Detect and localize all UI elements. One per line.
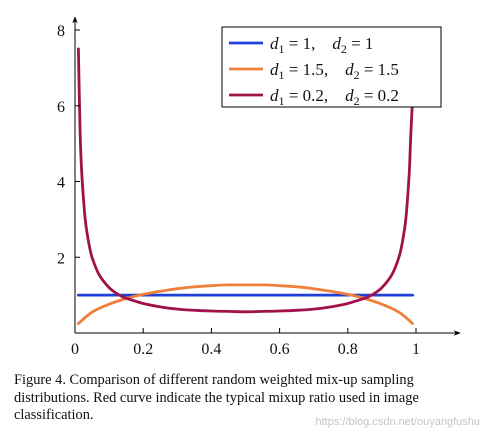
- axes: [72, 16, 461, 336]
- y-tick-label: 6: [57, 99, 65, 116]
- x-tick-label: 0.6: [270, 341, 290, 358]
- figure-caption: Figure 4. Comparison of different random…: [14, 372, 419, 423]
- y-tick-label: 4: [57, 175, 65, 192]
- tick-labels: 0 0.2 0.4 0.6 0.8 1 2 4 6 8: [57, 23, 420, 358]
- series-line-3: [77, 47, 414, 314]
- curves: [77, 47, 414, 325]
- legend-entry: d1 = 1, d2 = 1: [270, 34, 373, 56]
- x-tick-label: 0.2: [133, 341, 153, 358]
- mixup-distribution-chart: 0 0.2 0.4 0.6 0.8 1 2 4 6 8 d1 = 1, d2 = 1 d1 = 1.…: [57, 16, 461, 358]
- series-line-2: [77, 283, 414, 325]
- y-tick-label: 8: [57, 23, 65, 40]
- watermark: https://blog.csdn.net/ouyangfushu: [315, 416, 480, 428]
- legend-entry: d1 = 1.5, d2 = 1.5: [270, 60, 399, 82]
- legend-entry: d1 = 0.2, d2 = 0.2: [270, 86, 399, 108]
- legend: d1 = 1, d2 = 1 d1 = 1.5, d2 = 1.5 d1 = 0.2…: [221, 26, 442, 108]
- x-tick-label: 0: [71, 341, 79, 358]
- x-tick-label: 0.4: [201, 341, 221, 358]
- x-tick-label: 1: [412, 341, 420, 358]
- x-tick-label: 0.8: [338, 341, 358, 358]
- y-tick-label: 2: [57, 250, 65, 267]
